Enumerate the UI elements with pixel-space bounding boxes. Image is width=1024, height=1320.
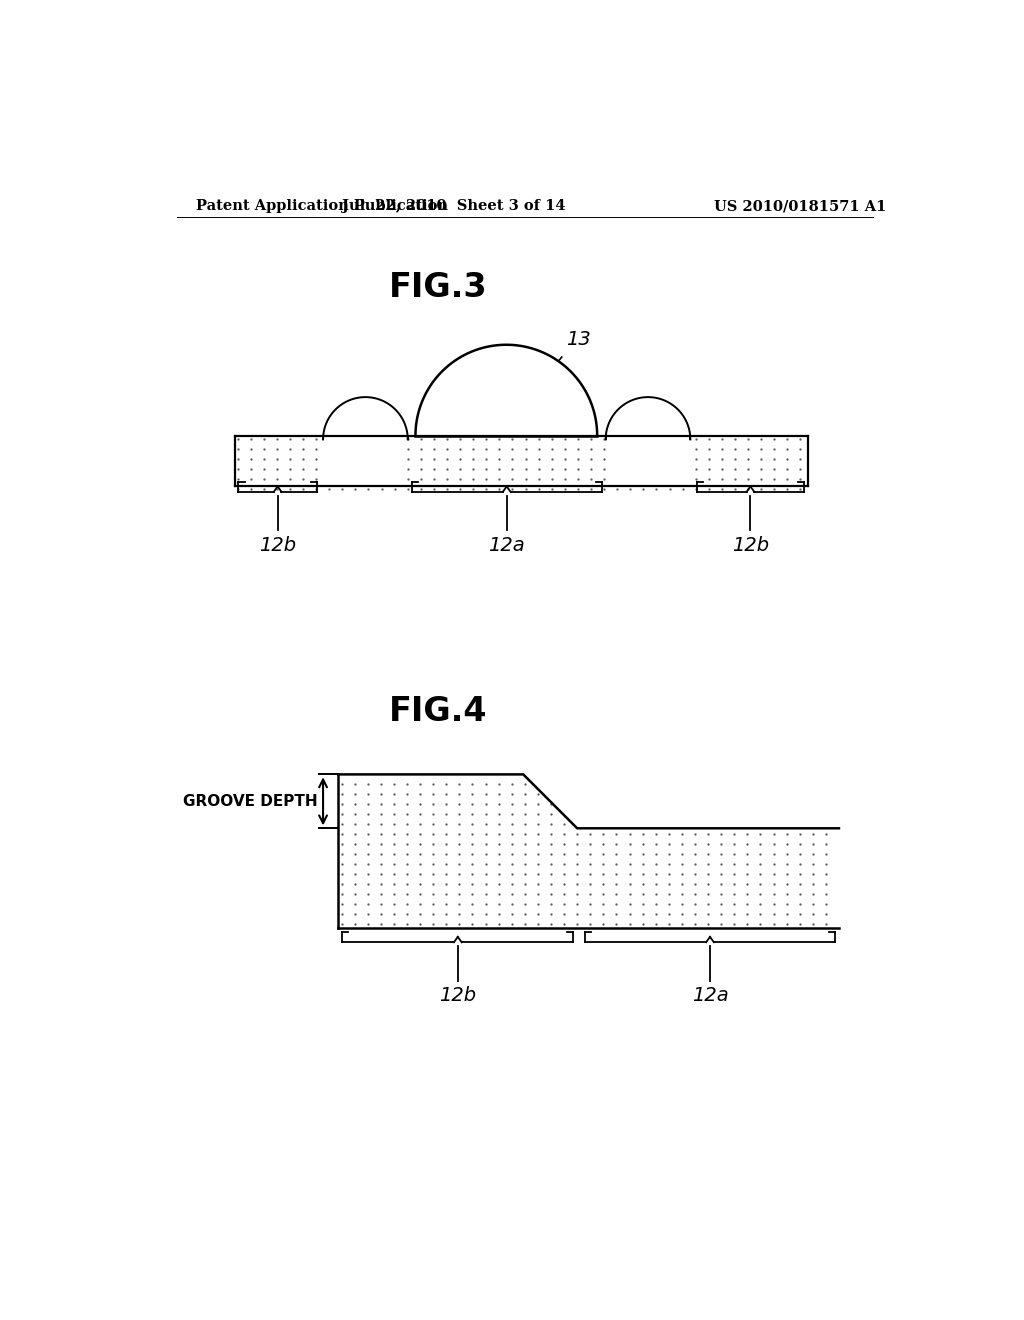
- Text: 13: 13: [565, 330, 591, 350]
- Text: 12b: 12b: [732, 536, 769, 554]
- Text: 12b: 12b: [439, 986, 476, 1005]
- Text: Patent Application Publication: Patent Application Publication: [196, 199, 449, 213]
- Text: 12a: 12a: [488, 536, 525, 554]
- Text: US 2010/0181571 A1: US 2010/0181571 A1: [715, 199, 887, 213]
- Text: FIG.4: FIG.4: [389, 694, 487, 727]
- Text: FIG.3: FIG.3: [389, 272, 487, 305]
- Text: Jul. 22, 2010  Sheet 3 of 14: Jul. 22, 2010 Sheet 3 of 14: [342, 199, 565, 213]
- Text: 12a: 12a: [691, 986, 728, 1005]
- Text: 12b: 12b: [259, 536, 296, 554]
- Text: GROOVE DEPTH: GROOVE DEPTH: [182, 793, 317, 809]
